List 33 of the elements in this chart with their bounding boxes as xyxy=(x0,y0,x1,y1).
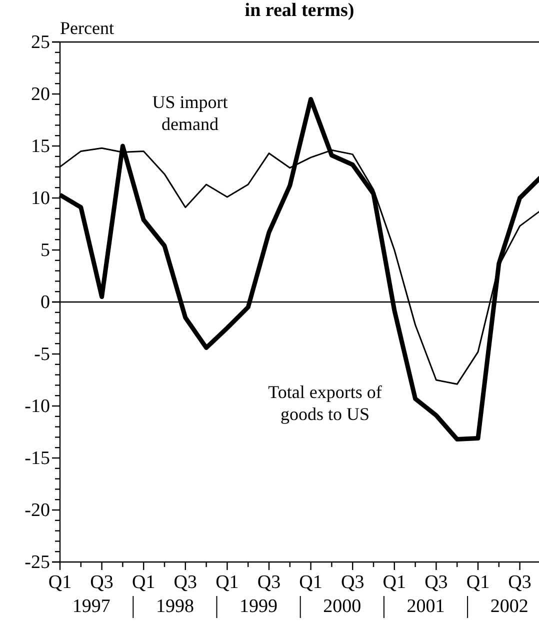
y-tick-label: -10 xyxy=(24,396,50,417)
text: 2001 xyxy=(406,596,445,617)
y-tick-label: 10 xyxy=(31,188,50,209)
x-tick-label: Q3 xyxy=(257,572,281,593)
x-tick-label: Q1 xyxy=(382,572,406,593)
y-tick-label: -15 xyxy=(24,448,50,469)
text: 1998 xyxy=(156,596,194,617)
y-tick-label: 20 xyxy=(31,84,50,105)
x-tick-label: Q1 xyxy=(466,572,490,593)
x-tick-label: Q3 xyxy=(340,572,364,593)
chart-title: in real terms) xyxy=(244,0,354,21)
y-tick-label: 25 xyxy=(31,32,50,53)
x-tick-label: Q1 xyxy=(216,572,239,593)
x-tick-label: Q3 xyxy=(174,572,198,593)
series-label: Total exports of goods to US xyxy=(268,382,382,424)
x-tick-label: Q3 xyxy=(508,572,532,593)
y-tick-label: 5 xyxy=(40,240,50,261)
x-tick-label: Q3 xyxy=(424,572,448,593)
y-tick-label: 0 xyxy=(40,292,50,313)
x-tick-label: Q1 xyxy=(48,572,72,593)
y-tick-label: 15 xyxy=(31,136,50,157)
x-tick-label: Q1 xyxy=(299,572,322,593)
text: 2002 xyxy=(490,596,528,617)
y-tick-label: -20 xyxy=(24,500,50,521)
text: 2000 xyxy=(323,596,362,617)
y-tick-label: -5 xyxy=(34,344,50,365)
text: 1999 xyxy=(240,596,278,617)
x-tick-label: Q3 xyxy=(90,572,114,593)
y-axis-title: Percent xyxy=(60,18,114,38)
x-tick-label: Q1 xyxy=(132,572,156,593)
series-label: US import demand xyxy=(152,92,228,134)
y-tick-label: -25 xyxy=(24,552,50,573)
text: 1997 xyxy=(72,596,110,617)
